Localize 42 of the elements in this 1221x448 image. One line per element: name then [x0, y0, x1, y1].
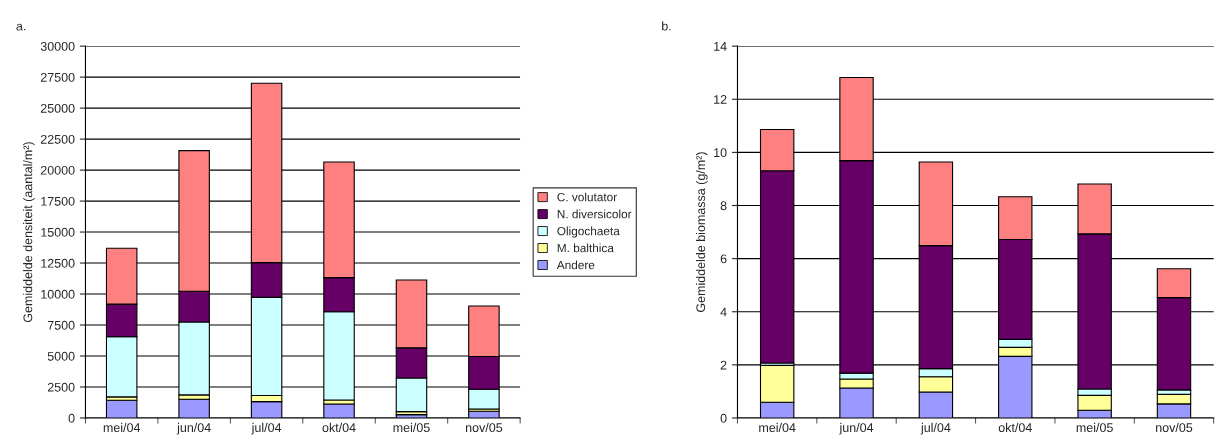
y-tick-label: 4	[720, 307, 727, 317]
y-axis-title: Gemiddelde densiteit (aantal/m²)	[23, 142, 35, 323]
y-tick-label: 5000	[47, 351, 75, 361]
y-tick-label: 2	[720, 360, 727, 370]
y-tick-label: 20000	[40, 165, 75, 175]
y-tick-label: 30000	[40, 41, 75, 51]
chart-title: a.	[16, 23, 26, 31]
x-tick-label: jul/04	[920, 422, 951, 435]
y-tick-label: 12	[714, 95, 727, 104]
y-tick-label: 0	[68, 413, 75, 423]
y-tick-label: 8	[720, 201, 727, 211]
x-tick-label: okt/04	[998, 422, 1032, 433]
x-tick-label: nov/05	[1156, 422, 1193, 433]
x-tick-label: nov/05	[465, 422, 503, 433]
y-tick-label: 15000	[41, 227, 75, 237]
x-tick-label: mei/04	[103, 422, 141, 433]
y-tick-label: 7500	[47, 320, 75, 330]
y-axis-title: Gemiddelde biomassa (g/m²)	[695, 152, 708, 313]
y-tick-label: 27500	[40, 72, 75, 82]
y-tick-label: 17500	[41, 196, 75, 206]
x-tick-label: mei/05	[1076, 422, 1113, 433]
chart-title: b.	[662, 21, 671, 31]
legend-label: N. diversicolor	[557, 209, 632, 219]
y-tick-label: 2500	[47, 382, 75, 392]
y-tick-label: 12500	[41, 258, 75, 268]
x-tick-label: okt/04	[322, 422, 356, 433]
x-tick-label: jul/04	[251, 422, 282, 435]
legend-label: M. balthica	[557, 243, 614, 253]
y-tick-label: 0	[720, 413, 727, 423]
legend-label: Andere	[556, 260, 595, 270]
x-tick-label: mei/05	[393, 422, 430, 433]
x-tick-label: jun/04	[176, 422, 211, 435]
y-tick-label: 10	[714, 148, 727, 158]
y-tick-label: 22500	[40, 134, 75, 144]
y-tick-label: 10000	[41, 289, 75, 299]
legend-label: Oligochaeta	[557, 226, 620, 238]
x-tick-label: mei/04	[759, 422, 796, 433]
legend-label: C. volutator	[557, 192, 617, 202]
x-tick-label: jun/04	[839, 422, 874, 435]
y-tick-label: 6	[720, 254, 727, 264]
y-tick-label: 14	[714, 42, 727, 51]
y-tick-label: 25000	[40, 103, 75, 113]
